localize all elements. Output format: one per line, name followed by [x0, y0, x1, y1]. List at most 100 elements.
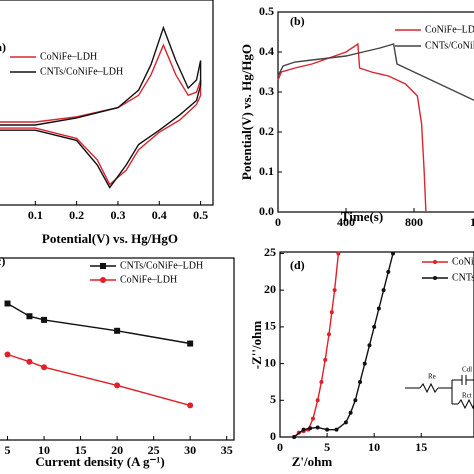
- y-tick-label: 5: [270, 392, 276, 406]
- x-tick-label: 25: [148, 443, 160, 457]
- x-tick-label: 0.3: [110, 208, 125, 222]
- marker: [362, 361, 367, 366]
- marker: [367, 343, 372, 348]
- marker: [26, 358, 33, 365]
- series-line: [7, 302, 191, 345]
- marker: [315, 398, 320, 403]
- marker: [376, 306, 381, 311]
- x-tick-label: 0: [275, 215, 281, 229]
- marker: [334, 427, 339, 432]
- marker: [323, 357, 328, 362]
- x-tick-label: 400: [337, 215, 355, 229]
- marker: [187, 402, 194, 409]
- legend-label: CNTs/CoNiFe–LDH: [40, 66, 123, 77]
- marker: [310, 416, 315, 421]
- marker: [358, 379, 363, 384]
- y-tick-label: 15: [264, 319, 276, 333]
- panel-label: (d): [290, 258, 305, 272]
- marker: [372, 324, 377, 329]
- y-tick-label: 25: [264, 245, 276, 259]
- marker: [348, 410, 353, 415]
- plot-frame: [0, 257, 235, 441]
- x-axis-label: Potential(V) vs. Hg/HgO: [42, 231, 178, 246]
- y-axis-label: -Z''/ohm: [249, 321, 264, 370]
- marker: [26, 313, 33, 320]
- x-tick-label: 1200: [470, 215, 474, 229]
- legend-label: CoNiFe–LDH: [452, 256, 474, 267]
- legend-label: CNTs/CoNiFe–LDH: [120, 260, 203, 271]
- plot-frame: [0, 0, 214, 206]
- panel-label: (b): [290, 14, 305, 28]
- marker: [391, 251, 396, 256]
- x-tick-label: 0.2: [69, 208, 84, 222]
- plot-frame: [277, 11, 474, 213]
- circuit-label: Cdl: [462, 366, 472, 374]
- legend-label: CoNiFe–LDH: [40, 51, 97, 62]
- marker: [292, 435, 297, 439]
- x-axis-label: Z'/ohm: [292, 454, 333, 469]
- marker: [308, 426, 313, 431]
- circuit-label: Re: [428, 373, 436, 381]
- marker: [315, 425, 320, 430]
- y-tick-label: 20: [264, 282, 276, 296]
- x-tick-label: 20: [111, 443, 123, 457]
- x-tick-label: 0: [277, 440, 283, 454]
- circuit-label: Rct: [462, 392, 472, 400]
- x-tick-label: 15: [75, 443, 87, 457]
- x-tick-label: 0.4: [152, 208, 167, 222]
- x-tick-label: 35: [221, 443, 233, 457]
- marker: [4, 351, 11, 358]
- legend-label: CoNiFe–LDH: [120, 274, 177, 285]
- marker: [326, 332, 331, 337]
- y-tick-label: 10: [264, 355, 276, 369]
- legend-label: CNTs/CoNiFe–LDH: [452, 272, 474, 283]
- legend-label: CNTs/CoNiFe–LDH: [425, 40, 474, 51]
- series-line: [293, 253, 394, 438]
- marker: [187, 340, 194, 347]
- x-tick-label: 10: [368, 440, 380, 454]
- equivalent-circuit: [405, 375, 474, 410]
- x-tick-label: 15: [415, 440, 427, 454]
- panel-label: (a): [0, 40, 6, 54]
- marker: [319, 379, 324, 384]
- x-tick-label: 5: [5, 443, 11, 457]
- series-line: [277, 42, 427, 213]
- marker: [41, 364, 48, 371]
- y-axis-label: Potential(V) vs. Hg/HgO: [239, 44, 254, 180]
- marker: [114, 327, 121, 334]
- marker: [301, 427, 306, 432]
- marker: [325, 427, 330, 432]
- marker: [100, 277, 106, 283]
- y-tick-label: 0.4: [259, 44, 274, 58]
- marker: [336, 251, 341, 256]
- y-tick-label: 0.3: [259, 84, 274, 98]
- marker: [381, 288, 386, 293]
- series-line: [293, 253, 340, 438]
- marker: [433, 260, 437, 264]
- marker: [4, 300, 11, 307]
- y-tick-label: 0.5: [259, 4, 274, 18]
- x-tick-label: 10: [38, 443, 50, 457]
- series-line: [277, 43, 474, 102]
- series-line: [7, 353, 191, 407]
- y-tick-label: 0: [270, 429, 276, 443]
- plot-frame: [279, 251, 474, 438]
- y-tick-label: 0.1: [259, 164, 274, 178]
- y-tick-label: 0.2: [259, 124, 274, 138]
- marker: [100, 263, 106, 269]
- marker: [41, 316, 48, 323]
- x-axis-label: Current density (A g⁻¹): [35, 454, 164, 469]
- marker: [353, 398, 358, 403]
- marker: [329, 310, 334, 315]
- marker: [433, 276, 437, 280]
- x-tick-label: 30: [184, 443, 196, 457]
- x-tick-label: 800: [405, 215, 423, 229]
- x-tick-label: 0.5: [193, 208, 208, 222]
- series-line: [0, 25, 202, 189]
- x-axis-label: Time(s): [341, 209, 383, 224]
- marker: [343, 420, 348, 425]
- y-tick-label: 0.0: [259, 204, 274, 218]
- marker: [332, 288, 337, 293]
- marker: [386, 269, 391, 274]
